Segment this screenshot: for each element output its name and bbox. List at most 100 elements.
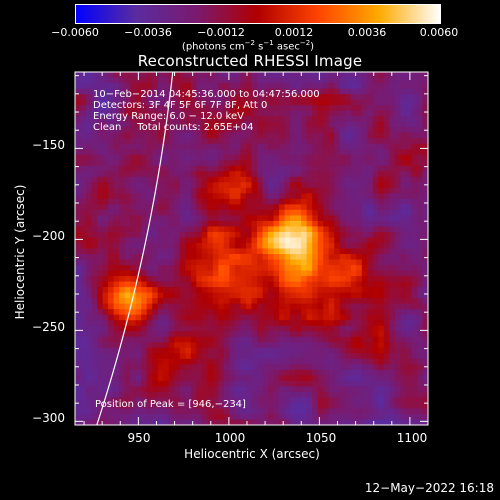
heatmap-cell [350, 209, 357, 217]
heatmap-cell [273, 121, 280, 128]
heatmap-cell [378, 270, 385, 277]
heatmap-cell [108, 105, 115, 112]
heatmap-cell [372, 105, 379, 112]
heatmap-cell [163, 413, 170, 421]
heatmap-cell [185, 331, 192, 338]
heatmap-cell [317, 364, 324, 371]
heatmap-cell [306, 127, 313, 134]
heatmap-cell [372, 72, 379, 79]
heatmap-cell [80, 121, 87, 128]
heatmap-cell [168, 309, 175, 316]
heatmap-cell [279, 248, 286, 255]
heatmap-cell [102, 149, 109, 156]
heatmap-cell [163, 309, 170, 316]
heatmap-cell [168, 110, 175, 117]
heatmap-cell [284, 309, 291, 316]
heatmap-cell [257, 171, 264, 178]
heatmap-cell [97, 298, 104, 305]
heatmap-cell [179, 364, 186, 371]
heatmap-cell [323, 309, 330, 316]
heatmap-cell [306, 347, 313, 354]
heatmap-cell [290, 375, 297, 382]
heatmap-cell [367, 160, 374, 167]
heatmap-cell [361, 419, 368, 425]
heatmap-cell [223, 143, 231, 150]
heatmap-cell [157, 193, 164, 200]
heatmap-cell [75, 413, 82, 421]
heatmap-cell [361, 380, 368, 387]
heatmap-cell [102, 193, 109, 200]
heatmap-cell [102, 154, 109, 161]
heatmap-cell [383, 408, 390, 415]
heatmap-cell [356, 121, 363, 128]
heatmap-cell [212, 391, 220, 399]
heatmap-cell [130, 187, 137, 194]
heatmap-cell [383, 331, 390, 338]
heatmap-cell [389, 209, 396, 217]
heatmap-cell [317, 292, 324, 299]
heatmap-cell [157, 419, 164, 425]
heatmap-cell [108, 259, 115, 266]
heatmap-cell [301, 408, 308, 415]
heatmap-cell [119, 358, 126, 365]
heatmap-cell [229, 287, 236, 294]
heatmap-cell [306, 298, 313, 305]
heatmap-cell [416, 276, 424, 283]
heatmap-cell [394, 369, 402, 376]
heatmap-cell [146, 391, 153, 399]
heatmap-cell [257, 419, 264, 425]
heatmap-cell [400, 342, 407, 349]
heatmap-cell [284, 182, 291, 189]
heatmap-cell [328, 314, 335, 321]
heatmap-cell [212, 220, 220, 228]
heatmap-cell [361, 176, 368, 183]
heatmap-cell [97, 99, 104, 106]
heatmap-cell [152, 270, 159, 277]
heatmap-cell [168, 127, 175, 134]
heatmap-cell [306, 375, 313, 382]
heatmap-cell [279, 397, 286, 404]
heatmap-cell [345, 254, 352, 261]
heatmap-cell [312, 99, 319, 106]
heatmap-cell [119, 413, 126, 421]
heatmap-cell [295, 358, 302, 365]
heatmap-cell [119, 298, 126, 305]
heatmap-cell [273, 320, 280, 327]
heatmap-cell [163, 380, 170, 387]
heatmap-cell [196, 138, 203, 145]
heatmap-cell [185, 254, 192, 261]
heatmap-cell [240, 209, 247, 217]
heatmap-cell [394, 281, 402, 288]
heatmap-cell [367, 182, 374, 189]
heatmap-cell [135, 116, 142, 123]
heatmap-cell [411, 292, 418, 299]
heatmap-cell [102, 182, 109, 189]
heatmap-cell [317, 149, 324, 156]
heatmap-cell [312, 138, 319, 145]
heatmap-cell [328, 303, 335, 310]
heatmap-cell [223, 419, 231, 425]
heatmap-cell [75, 165, 82, 172]
heatmap-cell [400, 72, 407, 79]
heatmap-cell [389, 314, 396, 321]
timestamp: 12−May−2022 16:18 [364, 481, 494, 495]
heatmap-cell [361, 160, 368, 167]
heatmap-cell [157, 298, 164, 305]
heatmap-cell [378, 287, 385, 294]
heatmap-cell [400, 127, 407, 134]
heatmap-cell [306, 303, 313, 310]
heatmap-cell [130, 132, 137, 139]
heatmap-cell [190, 298, 197, 305]
heatmap-cell [334, 325, 341, 332]
heatmap-cell [223, 270, 231, 277]
heatmap-cell [290, 220, 297, 228]
heatmap-cell [405, 325, 413, 332]
heatmap-cell [350, 72, 357, 79]
heatmap-cell [97, 397, 104, 404]
heatmap-cell [361, 276, 368, 283]
heatmap-cell [75, 254, 82, 261]
heatmap-cell [75, 215, 82, 222]
heatmap-cell [135, 209, 142, 217]
heatmap-cell [174, 419, 181, 425]
heatmap-cell [306, 364, 313, 371]
